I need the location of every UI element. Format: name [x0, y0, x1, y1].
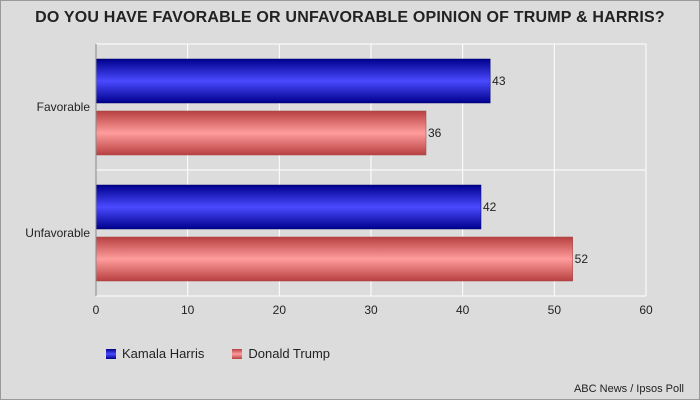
category-label: Favorable [37, 100, 91, 114]
bar-harris-unfavorable[interactable] [95, 184, 482, 230]
source-note: ABC News / Ipsos Poll [573, 383, 684, 395]
legend-label-trump: Donald Trump [248, 346, 331, 361]
chart-title: DO YOU HAVE FAVORABLE OR UNFAVORABLE OPI… [35, 9, 665, 26]
legend-swatch-harris [106, 348, 116, 359]
category-label: Unfavorable [25, 226, 90, 240]
x-tick-label: 30 [364, 303, 378, 317]
legend-item-harris[interactable]: Kamala Harris [106, 346, 204, 361]
legend-item-trump[interactable]: Donald Trump [232, 346, 330, 361]
data-label: 42 [483, 200, 497, 214]
bar-trump-unfavorable[interactable] [95, 236, 573, 282]
bar-trump-favorable[interactable] [95, 110, 427, 156]
x-tick-label: 10 [181, 303, 195, 317]
x-tick-label: 20 [273, 303, 287, 317]
bar-harris-favorable[interactable] [95, 58, 491, 104]
data-label: 43 [492, 74, 506, 88]
x-tick-label: 40 [456, 303, 470, 317]
legend-swatch-trump [232, 348, 243, 359]
x-tick-label: 0 [93, 303, 100, 317]
x-tick-label: 60 [639, 303, 653, 317]
chart-legend: Kamala Harris Donald Trump [106, 346, 330, 361]
data-label: 36 [428, 126, 442, 140]
data-label: 52 [575, 252, 589, 266]
legend-label-harris: Kamala Harris [122, 346, 205, 361]
x-tick-label: 50 [548, 303, 562, 317]
